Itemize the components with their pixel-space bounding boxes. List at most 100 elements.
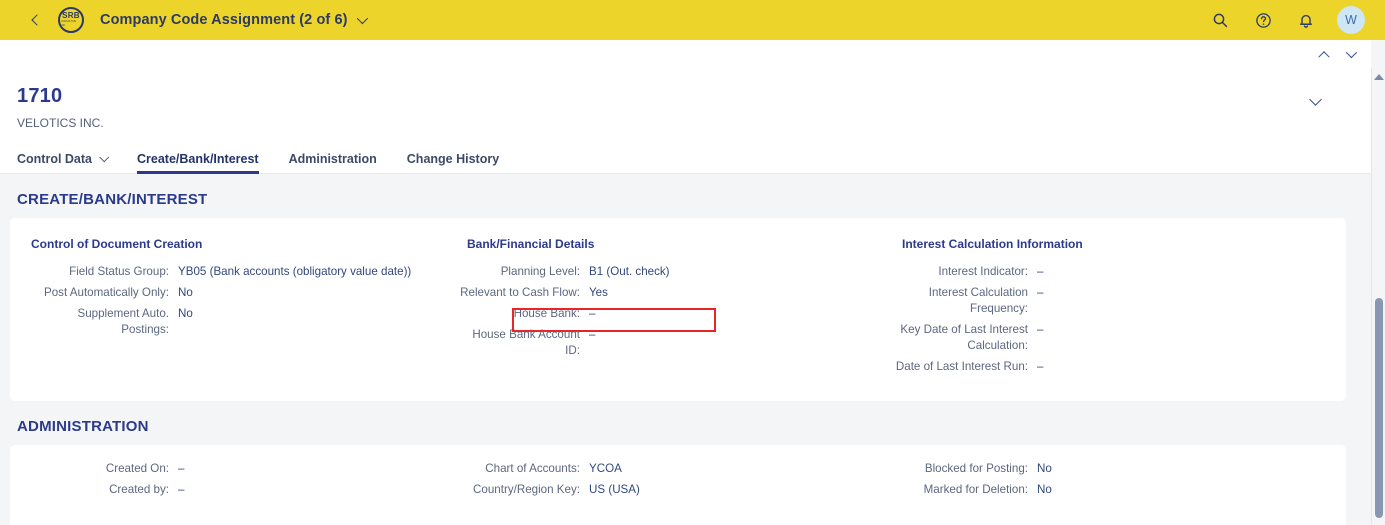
field-field-status-group: Field Status Group: YB05 (Bank accounts …: [31, 264, 455, 280]
tab-label: Change History: [406, 152, 500, 166]
field-label: Supplement Auto. Postings:: [77, 307, 169, 336]
field-value: –: [1037, 360, 1044, 373]
scrollbar-thumb[interactable]: [1375, 298, 1383, 518]
back-button[interactable]: [18, 3, 52, 37]
field-value: No: [178, 307, 193, 320]
field-label: Key Date of Last Interest Calculation:: [900, 323, 1028, 352]
field-value: –: [178, 462, 185, 475]
field-label: House Bank Account ID:: [472, 328, 580, 357]
field-relevant-to-cash-flow: Relevant to Cash Flow: Yes: [455, 285, 885, 301]
field-value: Yes: [589, 286, 608, 299]
field-house-bank-account-id: House Bank Account ID: –: [455, 327, 885, 359]
field-house-bank: House Bank: –: [455, 306, 885, 322]
chevron-down-icon[interactable]: [1345, 46, 1358, 59]
srb-logo: SRB CONSULTING INC.: [58, 7, 84, 33]
tab-create-bank-interest[interactable]: Create/Bank/Interest: [137, 152, 259, 174]
group-title: Bank/Financial Details: [467, 237, 595, 251]
header-actions: W: [1208, 6, 1365, 34]
administration-card: Created On: – Created by: – Chart of Acc…: [10, 445, 1346, 525]
search-icon[interactable]: [1208, 8, 1232, 32]
collapse-strip: [0, 40, 1371, 68]
page-scrollbar[interactable]: [1371, 68, 1385, 525]
tab-change-history[interactable]: Change History: [407, 152, 499, 174]
bell-icon[interactable]: [1294, 8, 1318, 32]
scroll-up-arrow-icon[interactable]: [1374, 74, 1384, 80]
field-value: –: [589, 328, 596, 341]
group-control-of-document-creation: Control of Document Creation Field Statu…: [10, 237, 455, 380]
field-interest-indicator: Interest Indicator: –: [885, 264, 1315, 280]
shell-header: SRB CONSULTING INC. Company Code Assignm…: [0, 0, 1385, 40]
field-blocked-for-posting: Blocked for Posting: No: [885, 461, 1315, 477]
field-interest-calculation-frequency: Interest Calculation Frequency: –: [885, 285, 1315, 317]
chevron-down-icon[interactable]: [356, 12, 368, 25]
field-value: US (USA): [589, 483, 640, 496]
field-value: –: [1037, 286, 1044, 299]
tab-bar: Control Data Create/Bank/Interest Admini…: [17, 145, 529, 174]
field-key-date-of-last-interest-calculation: Key Date of Last Interest Calculation: –: [885, 322, 1315, 354]
field-value: B1 (Out. check): [589, 265, 670, 278]
chevron-up-icon[interactable]: [1318, 51, 1330, 63]
field-label: Relevant to Cash Flow:: [460, 286, 580, 299]
chevron-down-icon: [99, 151, 110, 162]
field-label: Planning Level:: [500, 265, 580, 278]
field-country-region-key: Country/Region Key: US (USA): [455, 482, 885, 498]
object-page-header: 1710 VELOTICS INC. Control Data Create/B…: [0, 68, 1371, 174]
group-title: Control of Document Creation: [31, 237, 203, 251]
page-subtitle: VELOTICS INC.: [17, 116, 104, 130]
page-title: 1710: [17, 85, 63, 107]
field-label: Date of Last Interest Run:: [895, 360, 1028, 373]
tab-label: Administration: [288, 152, 377, 166]
admin-group-middle: Chart of Accounts: YCOA Country/Region K…: [455, 461, 885, 503]
field-created-on: Created On: –: [31, 461, 455, 477]
field-marked-for-deletion: Marked for Deletion: No: [885, 482, 1315, 498]
field-value: No: [1037, 462, 1052, 475]
field-label: Country/Region Key:: [473, 483, 580, 496]
field-planning-level: Planning Level: B1 (Out. check): [455, 264, 885, 280]
field-label: Blocked for Posting:: [924, 462, 1028, 475]
field-label: Chart of Accounts:: [485, 462, 580, 475]
group-bank-financial-details: Bank/Financial Details Planning Level: B…: [455, 237, 885, 380]
field-date-of-last-interest-run: Date of Last Interest Run: –: [885, 359, 1315, 375]
field-supplement-auto-postings: Supplement Auto. Postings: No: [31, 306, 455, 338]
content-area: CREATE/BANK/INTEREST Control of Document…: [0, 174, 1371, 525]
field-label: Post Automatically Only:: [43, 286, 169, 299]
field-value: No: [1037, 483, 1052, 496]
group-title: Interest Calculation Information: [902, 237, 1083, 251]
create-bank-interest-card: Control of Document Creation Field Statu…: [10, 218, 1346, 401]
help-icon[interactable]: [1251, 8, 1275, 32]
tab-administration[interactable]: Administration: [289, 152, 377, 174]
tab-control-data[interactable]: Control Data: [17, 151, 110, 174]
app-title: Company Code Assignment (2 of 6): [100, 12, 348, 28]
admin-group-right: Blocked for Posting: No Marked for Delet…: [885, 461, 1315, 503]
tab-label: Control Data: [17, 152, 92, 166]
group-interest-calculation-information: Interest Calculation Information Interes…: [885, 237, 1315, 380]
field-label: House Bank:: [513, 307, 580, 320]
field-value: YB05 (Bank accounts (obligatory value da…: [178, 265, 412, 278]
logo-text: SRB: [62, 11, 80, 20]
avatar-initials: W: [1345, 13, 1357, 27]
section-title-create-bank-interest: CREATE/BANK/INTEREST: [17, 191, 208, 208]
field-value: –: [178, 483, 185, 496]
field-value: –: [1037, 323, 1044, 336]
chevron-down-icon: [1309, 93, 1322, 106]
field-label: Field Status Group:: [69, 265, 169, 278]
field-value: No: [178, 286, 193, 299]
field-label: Created by:: [109, 483, 169, 496]
header-collapse-button[interactable]: [1309, 93, 1325, 109]
tab-label: Create/Bank/Interest: [137, 152, 259, 166]
field-value: –: [589, 307, 596, 320]
field-post-automatically-only: Post Automatically Only: No: [31, 285, 455, 301]
admin-group-left: Created On: – Created by: –: [10, 461, 455, 503]
field-label: Interest Calculation Frequency:: [928, 286, 1028, 315]
field-value: –: [1037, 265, 1044, 278]
field-label: Created On:: [105, 462, 169, 475]
field-label: Interest Indicator:: [938, 265, 1028, 278]
field-created-by: Created by: –: [31, 482, 455, 498]
section-title-administration: ADMINISTRATION: [17, 418, 149, 435]
field-chart-of-accounts: Chart of Accounts: YCOA: [455, 461, 885, 477]
avatar[interactable]: W: [1337, 6, 1365, 34]
field-label: Marked for Deletion:: [923, 483, 1028, 496]
field-value: YCOA: [589, 462, 622, 475]
chevron-left-icon: [30, 14, 43, 26]
logo-subtext: CONSULTING INC.: [61, 20, 77, 27]
